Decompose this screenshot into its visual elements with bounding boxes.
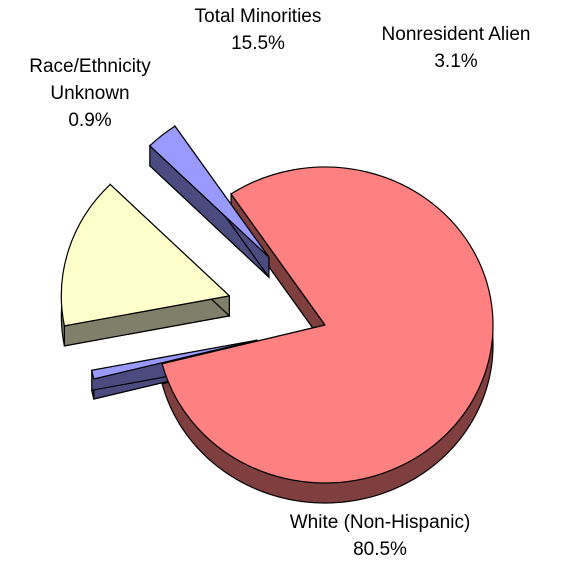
slice-nonresident-alien xyxy=(149,125,270,258)
label-race-ethnicity-unknown: Race/Ethnicity Unknown 0.9% xyxy=(29,56,151,131)
label-line-race-ethnicity-unknown-2: 0.9% xyxy=(68,110,111,131)
slice-labels: White (Non-Hispanic) 80.5% Race/Ethnicity U… xyxy=(29,6,530,560)
slice-race-ethnicity-unknown xyxy=(91,339,258,380)
label-line-total-minorities-1: 15.5% xyxy=(231,33,285,54)
label-line-white-non-hispanic-0: White (Non-Hispanic) xyxy=(290,512,471,533)
slice-white-non-hispanic xyxy=(161,166,494,484)
label-white-non-hispanic: White (Non-Hispanic) 80.5% xyxy=(290,512,471,560)
slice-total-minorities xyxy=(60,183,230,327)
label-line-white-non-hispanic-1: 80.5% xyxy=(353,539,407,560)
slice-tops xyxy=(60,125,494,484)
label-line-total-minorities-0: Total Minorities xyxy=(195,6,322,27)
label-line-nonresident-alien-1: 3.1% xyxy=(434,51,477,72)
label-total-minorities: Total Minorities 15.5% xyxy=(195,6,322,54)
label-line-race-ethnicity-unknown-0: Race/Ethnicity xyxy=(29,56,151,77)
label-line-race-ethnicity-unknown-1: Unknown xyxy=(50,83,129,104)
label-nonresident-alien: Nonresident Alien 3.1% xyxy=(382,24,531,72)
label-line-nonresident-alien-0: Nonresident Alien xyxy=(382,24,531,45)
